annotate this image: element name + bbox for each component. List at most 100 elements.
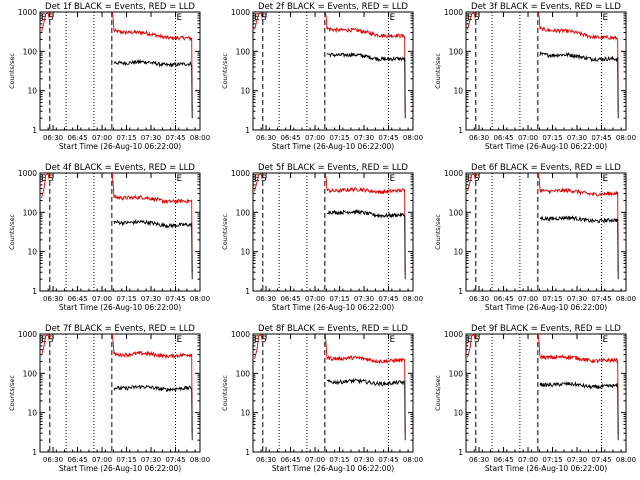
x-tick-label: 07:45 — [378, 456, 398, 464]
marker-label-s: S — [261, 13, 267, 23]
chart-panel-5: Det 5f BLACK = Events, RED = LLD Counts/s… — [221, 163, 423, 312]
x-tick-label: 07:30 — [141, 456, 161, 464]
chart-panel-8: Det 8f BLACK = Events, RED = LLD Counts/s… — [221, 324, 423, 473]
series-line-events — [326, 377, 406, 441]
x-tick-label: 07:45 — [591, 456, 611, 464]
plot-frame — [465, 172, 627, 292]
marker-label-s: S — [48, 335, 54, 345]
marker-label-e: E — [467, 335, 473, 345]
series-line-events — [113, 58, 193, 119]
x-tick-label: 07:45 — [165, 456, 185, 464]
marker-label-e: E — [254, 174, 260, 184]
x-tick-label: 07:30 — [354, 295, 374, 303]
x-tick-label: 06:30 — [256, 134, 276, 142]
y-tick-label: 100 — [449, 208, 464, 217]
series-line-lld — [467, 173, 619, 273]
chart-title: Det 1f BLACK = Events, RED = LLD — [45, 2, 195, 12]
chart-panel-9: Det 9f BLACK = Events, RED = LLD Counts/s… — [434, 324, 636, 473]
marker-label-s: S — [48, 13, 54, 23]
x-tick-label: 07:00 — [92, 134, 112, 142]
plot-frame — [39, 333, 201, 453]
marker-label-e: E — [41, 174, 47, 184]
marker-label-e-end: E — [603, 13, 609, 23]
x-tick-label: 07:00 — [92, 295, 112, 303]
y-tick-label: 100 — [449, 369, 464, 378]
x-tick-label: 08:00 — [190, 456, 210, 464]
y-axis-label: Counts/sec — [434, 375, 442, 411]
series-line-lld — [41, 12, 193, 112]
y-tick-label: 10 — [453, 409, 463, 418]
marker-label-e: E — [467, 13, 473, 23]
x-tick-label: 08:00 — [616, 134, 636, 142]
x-tick-label: 06:45 — [67, 134, 87, 142]
x-axis-label: Start Time (26-Aug-10 06:22:00) — [272, 464, 394, 473]
y-axis-label: Counts/sec — [221, 214, 229, 250]
series-line-lld — [41, 173, 193, 273]
series-line-events — [113, 218, 193, 280]
y-axis-label: Counts/sec — [221, 53, 229, 89]
x-tick-label: 07:30 — [141, 295, 161, 303]
y-axis-label: Counts/sec — [434, 53, 442, 89]
x-tick-label: 07:30 — [567, 456, 587, 464]
y-tick-label: 1 — [458, 448, 463, 457]
x-axis-label: Start Time (26-Aug-10 06:22:00) — [485, 464, 607, 473]
chart-title: Det 7f BLACK = Events, RED = LLD — [45, 324, 195, 334]
x-tick-label: 07:30 — [141, 134, 161, 142]
marker-label-s: S — [261, 174, 267, 184]
y-tick-label: 10 — [453, 87, 463, 96]
plot-frame — [252, 172, 414, 292]
chart-title: Det 9f BLACK = Events, RED = LLD — [471, 324, 621, 334]
marker-label-e-end: E — [390, 335, 396, 345]
x-tick-label: 07:15 — [329, 134, 349, 142]
y-tick-label: 10 — [27, 248, 37, 257]
series-line-events — [539, 50, 619, 119]
x-tick-label: 06:30 — [43, 295, 63, 303]
series-line-lld — [467, 12, 619, 112]
y-tick-label: 100 — [23, 47, 38, 56]
x-tick-label: 07:00 — [305, 456, 325, 464]
x-tick-label: 06:45 — [493, 456, 513, 464]
chart-panel-1: Det 1f BLACK = Events, RED = LLD Counts/s… — [8, 2, 210, 151]
x-tick-label: 07:00 — [518, 134, 538, 142]
marker-label-e-end: E — [177, 13, 183, 23]
x-tick-label: 07:30 — [354, 134, 374, 142]
y-tick-label: 1000 — [18, 330, 37, 339]
y-tick-label: 1000 — [444, 330, 463, 339]
y-tick-label: 1000 — [231, 330, 250, 339]
x-tick-label: 08:00 — [403, 134, 423, 142]
y-tick-label: 1 — [245, 287, 250, 296]
plot-frame — [39, 11, 201, 131]
marker-label-e-end: E — [177, 174, 183, 184]
x-tick-label: 08:00 — [190, 295, 210, 303]
x-tick-label: 07:15 — [542, 456, 562, 464]
y-tick-label: 10 — [240, 87, 250, 96]
y-tick-label: 100 — [449, 47, 464, 56]
x-tick-label: 06:45 — [280, 134, 300, 142]
x-tick-label: 08:00 — [616, 456, 636, 464]
series-line-lld — [41, 334, 193, 434]
y-axis-label: Counts/sec — [221, 375, 229, 411]
marker-label-s: S — [261, 335, 267, 345]
series-line-lld — [254, 12, 406, 112]
y-tick-label: 1000 — [18, 169, 37, 178]
plot-frame — [465, 11, 627, 131]
y-tick-label: 1 — [32, 287, 37, 296]
series-line-events — [326, 51, 406, 119]
chart-title: Det 2f BLACK = Events, RED = LLD — [258, 2, 408, 12]
x-tick-label: 07:00 — [518, 295, 538, 303]
y-tick-label: 10 — [240, 409, 250, 418]
x-tick-label: 06:30 — [256, 456, 276, 464]
x-tick-label: 07:30 — [567, 295, 587, 303]
x-tick-label: 07:00 — [518, 456, 538, 464]
chart-title: Det 8f BLACK = Events, RED = LLD — [258, 324, 408, 334]
y-tick-label: 1 — [245, 448, 250, 457]
series-line-lld — [254, 173, 406, 273]
y-tick-label: 1000 — [444, 8, 463, 17]
y-axis-label: Counts/sec — [8, 375, 16, 411]
x-tick-label: 06:30 — [43, 456, 63, 464]
marker-label-e: E — [41, 335, 47, 345]
x-tick-label: 07:45 — [591, 295, 611, 303]
y-tick-label: 100 — [23, 369, 38, 378]
series-line-events — [113, 384, 193, 441]
